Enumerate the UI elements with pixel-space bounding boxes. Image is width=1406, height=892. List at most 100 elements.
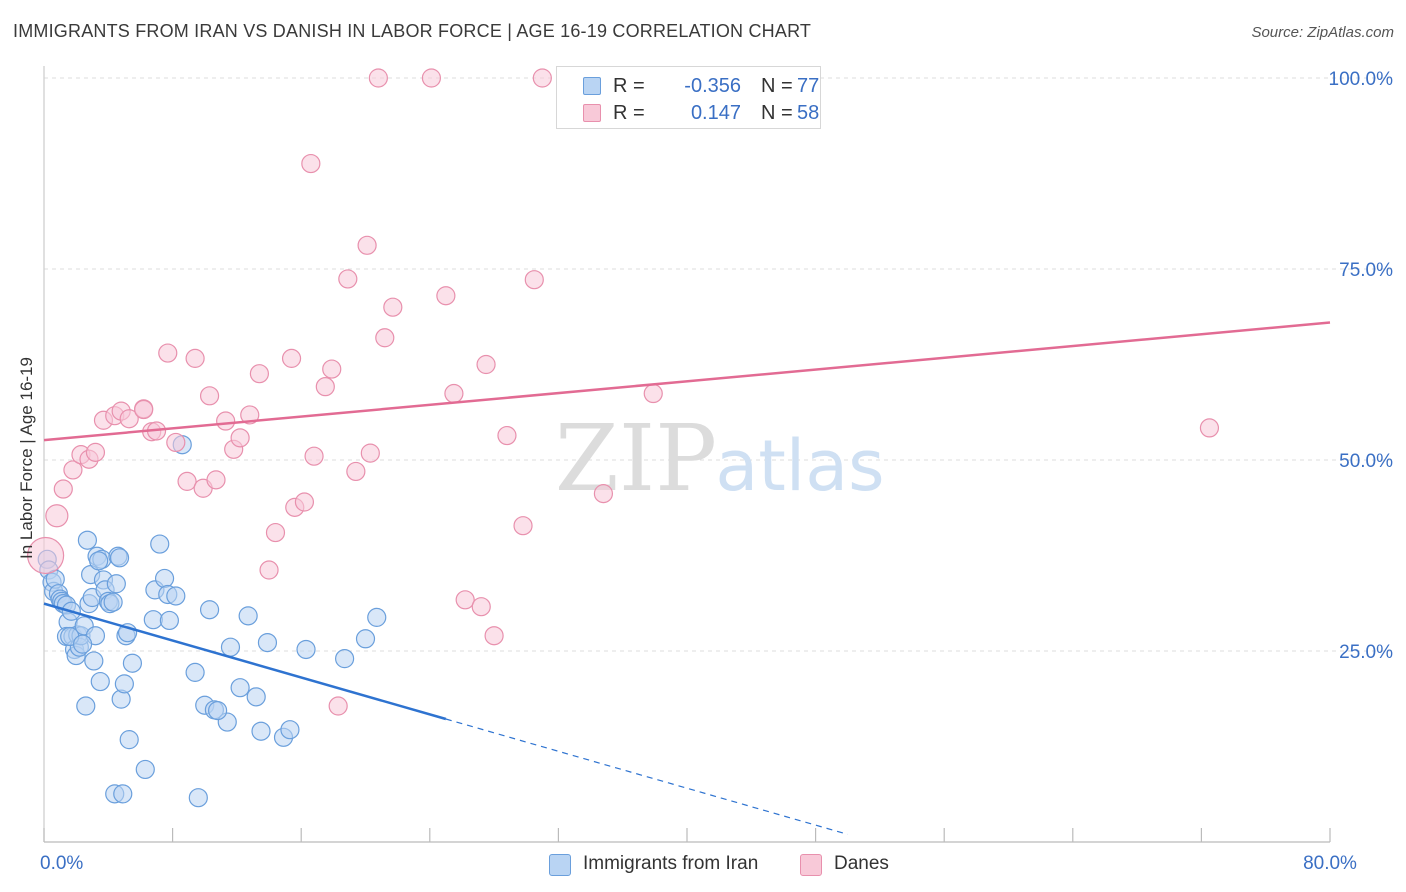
iran-point [355,629,376,649]
legend-n-value-iran: 77 [797,75,820,97]
iran-point [150,534,170,554]
iran-point [89,551,109,571]
danes-point [375,328,395,348]
danes-point [304,446,324,466]
iran-point [185,662,205,682]
danes-point [45,504,69,528]
legend-n-label: N = [761,75,793,97]
watermark-zip: ZIP [555,405,717,512]
legend-r-value-danes: 0.147 [690,102,741,124]
danes-point [322,359,342,379]
danes-point [301,153,321,174]
iran-point [122,653,143,673]
danes-point [524,270,544,290]
danes-point [383,297,403,317]
danes-point [158,343,178,363]
iran-point [199,600,220,620]
legend-swatch-danes [583,104,601,122]
iran-point [154,568,175,589]
danes-point [206,470,226,490]
iran-point [90,671,110,692]
iran-point [159,610,179,631]
danes-point [513,516,533,536]
iran-point [257,632,278,653]
danes-point [240,405,260,425]
iran-point [114,674,134,694]
bottom-legend-label-danes: Danes [834,853,889,874]
y-tick-label-0: 25.0% [1339,642,1393,663]
danes-point [1199,418,1220,438]
danes-point [455,590,475,610]
danes-point [27,536,65,575]
iran-point [103,592,123,612]
iran-point [143,610,163,630]
iran-point [230,678,250,698]
tick-labels: 25.0% 50.0% 75.0% 100.0% 0.0% 80.0% [40,69,1393,874]
danes-point [444,383,464,404]
series-iran-points [37,435,387,808]
series-danes-points [27,68,1220,716]
danes-point [315,377,335,397]
iran-point [367,607,387,627]
iran-point [119,730,139,750]
danes-point [484,626,504,646]
danes-point [230,428,250,448]
chart-title: IMMIGRANTS FROM IRAN VS DANISH IN LABOR … [13,21,812,41]
iran-point [280,720,300,740]
danes-point [166,432,186,453]
danes-point [53,479,73,499]
iran-point [335,649,355,669]
iran-point [109,548,130,568]
danes-point [249,364,270,384]
danes-point [281,348,302,368]
legend-n-value-danes: 58 [797,102,820,124]
iran-point [208,700,228,721]
danes-point [357,235,377,255]
iran-point [220,637,241,657]
danes-point [476,354,496,375]
danes-point [497,425,517,446]
danes-point [328,696,348,716]
iran-point [238,606,258,626]
y-tick-label-1: 50.0% [1339,451,1393,472]
legend-r-label: R = [613,102,645,124]
iran-point [84,651,104,671]
trendline-iran-extension [445,718,848,835]
bottom-legend-swatch-danes [800,854,822,876]
legend-r-label: R = [613,75,645,97]
danes-point [346,461,366,482]
y-axis-title: In Labor Force | Age 16-19 [17,357,36,559]
danes-point [643,383,663,404]
trendline-iran [43,602,447,721]
danes-point [259,560,279,580]
y-tick-label-3: 100.0% [1329,69,1394,90]
danes-point [199,386,220,406]
iran-point [251,721,271,741]
danes-point [134,399,154,420]
bottom-legend-label-iran: Immigrants from Iran [583,853,759,874]
danes-point [85,442,106,462]
danes-point [177,471,197,491]
legend-n-label: N = [761,102,793,124]
danes-point [532,68,552,88]
iran-point [135,759,155,780]
x-tick-label-1: 80.0% [1303,853,1357,874]
danes-point [216,411,236,431]
danes-point [436,286,456,306]
watermark: ZIP atlas [555,405,885,512]
watermark-atlas: atlas [715,425,884,507]
iran-point [246,687,266,707]
iran-point [76,696,96,716]
iran-point [77,530,98,550]
danes-point [185,348,205,368]
source-credit: Source: ZipAtlas.com [1251,24,1394,41]
legend-r-value-iran: -0.356 [684,75,741,97]
iran-point [72,634,93,654]
grid-lines [44,77,1392,652]
iran-point [113,784,133,804]
danes-point [294,492,315,512]
danes-point [471,597,491,617]
trendline-danes [43,321,1331,442]
danes-point [593,484,614,504]
